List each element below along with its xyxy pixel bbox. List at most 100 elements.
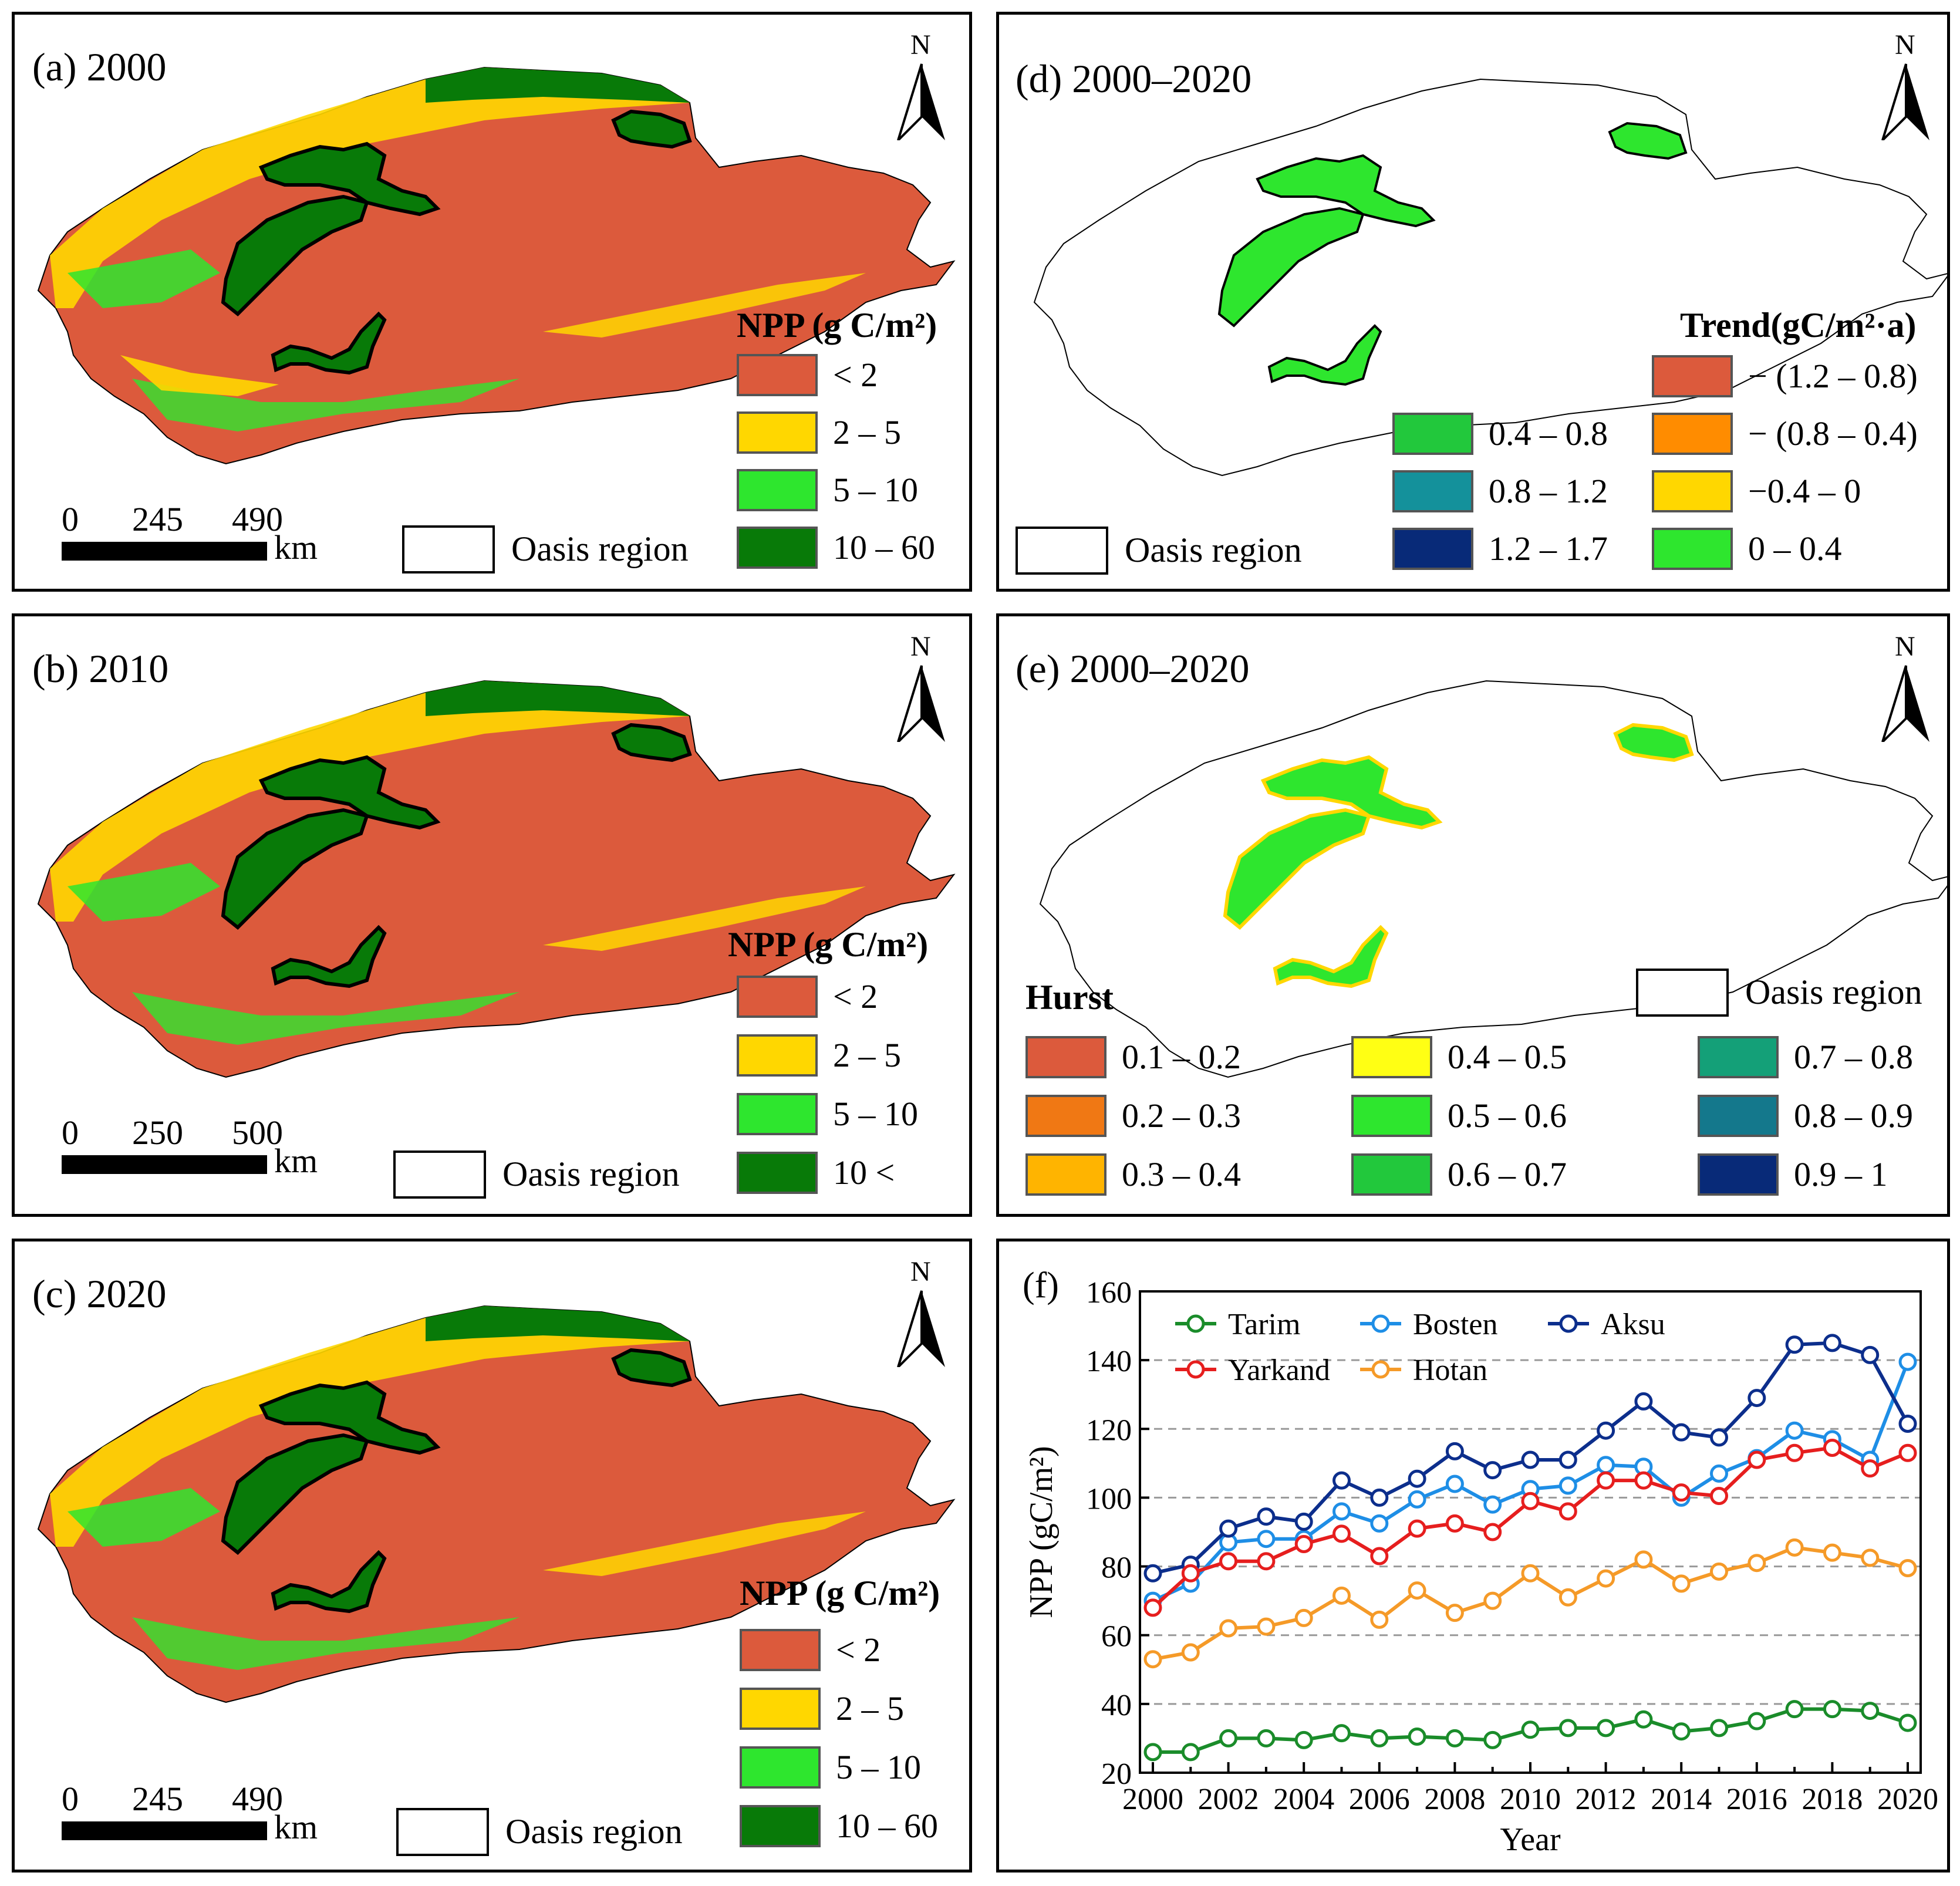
- data-point: [1370, 1514, 1389, 1533]
- data-point: [1634, 1710, 1653, 1729]
- north-label: N: [910, 1256, 931, 1287]
- legend-swatch: [1698, 1036, 1779, 1078]
- scale-bar-line: [62, 542, 267, 561]
- x-tick-label: 2008: [1424, 1783, 1485, 1816]
- oasis-swatch: [402, 525, 495, 573]
- legend-label: Tarim: [1228, 1308, 1300, 1341]
- data-point: [1143, 1650, 1162, 1669]
- legend-label: 10 – 60: [833, 528, 935, 566]
- oasis-label: Oasis region: [1745, 973, 1922, 1011]
- legend-title: Hurst: [1025, 978, 1114, 1017]
- data-point: [1634, 1550, 1653, 1569]
- scale-tick: 0: [62, 500, 79, 538]
- legend-swatch: [737, 469, 818, 511]
- data-point: [1445, 1729, 1464, 1747]
- oasis-swatch: [396, 1808, 489, 1856]
- y-tick-label: 60: [1101, 1620, 1132, 1654]
- data-point: [1558, 1450, 1577, 1469]
- data-point: [1558, 1476, 1577, 1495]
- x-tick-label: 2002: [1198, 1783, 1259, 1816]
- data-point: [1445, 1475, 1464, 1493]
- legend-title: Trend(gC/m²·a): [1680, 306, 1917, 345]
- y-tick-label: 20: [1101, 1757, 1132, 1791]
- data-point: [1219, 1519, 1238, 1538]
- data-point: [1785, 1538, 1804, 1557]
- legend-swatch: [1351, 1153, 1432, 1196]
- legend-marker: [1371, 1360, 1390, 1379]
- legend-label: 10 <: [833, 1153, 895, 1192]
- x-axis-label: Year: [1500, 1821, 1561, 1858]
- legend-label: 0.1 – 0.2: [1122, 1038, 1241, 1076]
- legend-swatch: [740, 1688, 821, 1730]
- data-point: [1861, 1548, 1880, 1567]
- north-label: N: [1895, 631, 1915, 662]
- x-tick-label: 2006: [1349, 1783, 1410, 1816]
- legend-title: NPP (g C/m²): [737, 306, 937, 345]
- y-axis-label: NPP (gC/m²): [1023, 1446, 1060, 1618]
- data-point: [1483, 1495, 1502, 1514]
- legend-label: 5 – 10: [836, 1748, 921, 1786]
- legend-label: − (0.8 – 0.4): [1748, 414, 1918, 453]
- data-point: [1143, 1598, 1162, 1617]
- legend-swatch: [1025, 1153, 1106, 1196]
- data-point: [1408, 1490, 1426, 1509]
- north-label: N: [910, 29, 931, 60]
- scale-unit: km: [274, 1808, 318, 1846]
- legend-swatch: [740, 1629, 821, 1671]
- legend-marker: [1559, 1314, 1578, 1333]
- data-point: [1710, 1464, 1728, 1483]
- data-point: [1370, 1547, 1389, 1566]
- y-tick-label: 80: [1101, 1551, 1132, 1585]
- legend-swatch: [1392, 470, 1473, 512]
- north-arrow: N: [889, 1256, 954, 1367]
- legend-label: −0.4 – 0: [1748, 472, 1861, 510]
- legend-label: 1.2 – 1.7: [1489, 529, 1608, 568]
- data-point: [1408, 1728, 1426, 1746]
- data-point: [1483, 1730, 1502, 1749]
- data-point: [1558, 1719, 1577, 1737]
- oasis-swatch: [1016, 527, 1108, 575]
- data-point: [1823, 1543, 1841, 1562]
- data-point: [1748, 1554, 1766, 1573]
- data-point: [1483, 1461, 1502, 1480]
- data-point: [1370, 1729, 1389, 1747]
- data-point: [1597, 1719, 1615, 1737]
- y-tick-label: 100: [1086, 1482, 1132, 1516]
- data-point: [1219, 1619, 1238, 1638]
- scale-tick: 245: [132, 1780, 183, 1818]
- legend-label: 2 – 5: [833, 1036, 901, 1074]
- legend-swatch: [1351, 1036, 1432, 1078]
- legend-label: 0.4 – 0.5: [1448, 1038, 1567, 1076]
- legend-swatch: [737, 1152, 818, 1194]
- data-point: [1370, 1610, 1389, 1629]
- data-point: [1294, 1512, 1313, 1531]
- north-label: N: [1895, 29, 1915, 60]
- data-point: [1257, 1552, 1276, 1571]
- data-point: [1558, 1502, 1577, 1521]
- data-point: [1332, 1471, 1351, 1490]
- x-tick-label: 2018: [1802, 1783, 1863, 1816]
- data-point: [1408, 1581, 1426, 1600]
- data-point: [1521, 1492, 1540, 1510]
- legend-swatch: [1025, 1095, 1106, 1137]
- scale-tick: 490: [232, 500, 283, 538]
- data-point: [1332, 1502, 1351, 1521]
- npp-map: [38, 1305, 954, 1703]
- npp-map: [38, 67, 954, 464]
- legend-label: 5 – 10: [833, 1095, 918, 1133]
- x-tick-label: 2016: [1726, 1783, 1787, 1816]
- data-point: [1597, 1471, 1615, 1490]
- data-point: [1898, 1415, 1917, 1433]
- x-tick-label: 2020: [1877, 1783, 1938, 1816]
- data-point: [1143, 1743, 1162, 1762]
- scale-tick: 245: [132, 500, 183, 538]
- legend-swatch: [1652, 413, 1733, 455]
- data-point: [1521, 1564, 1540, 1583]
- data-point: [1898, 1352, 1917, 1371]
- data-point: [1370, 1488, 1389, 1507]
- oasis-swatch: [1636, 969, 1729, 1017]
- panel-title: (f): [1023, 1266, 1059, 1305]
- data-point: [1898, 1443, 1917, 1462]
- legend-swatch: [1351, 1095, 1432, 1137]
- scale-unit: km: [274, 528, 318, 566]
